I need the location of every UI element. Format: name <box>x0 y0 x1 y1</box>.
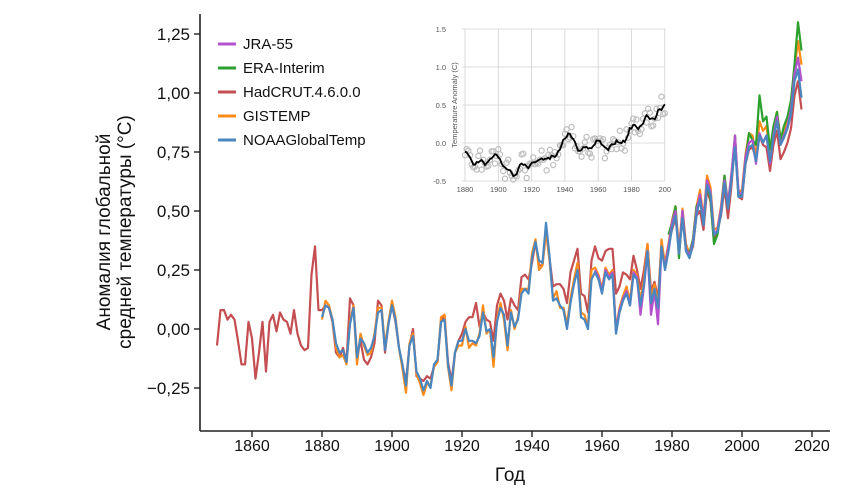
inset-point <box>646 109 654 116</box>
inset-point <box>633 116 640 123</box>
inset-y-tick-label: 0.5 <box>436 101 446 110</box>
inset-point <box>609 135 617 143</box>
inset-x-tick-label: 1980 <box>623 185 640 194</box>
series-line-noaaglobaltemp <box>320 68 803 392</box>
series-lines <box>215 21 803 397</box>
inset-chart: -0.5 0.0 0.5 1.0 1.5 1880 1900 1920 1940 1960 1980… <box>433 25 671 194</box>
y-ticks: −0,25 0,00 0,25 0,50 0,75 1,00 1,25 <box>147 25 200 398</box>
inset-point <box>658 93 665 100</box>
legend-label: NOAAGlobalTemp <box>243 132 366 149</box>
inset-point <box>520 150 527 157</box>
inset-point <box>543 167 550 174</box>
x-tick-label: 1980 <box>654 438 690 455</box>
x-tick-label: 1920 <box>444 438 480 455</box>
inset-point <box>478 166 485 173</box>
legend: JRA-55 ERA-Interim HadCRUT.4.6.0.0 GISTEMP N… <box>218 36 366 149</box>
inset-point <box>601 154 609 162</box>
inset-point <box>530 154 537 161</box>
inset-point <box>486 156 494 163</box>
inset-point <box>580 145 587 152</box>
x-tick-label: 1960 <box>584 438 620 455</box>
inset-point <box>501 175 509 182</box>
inset-point <box>568 123 575 131</box>
inset-x-tick-label: 1880 <box>457 185 474 194</box>
inset-point <box>578 153 585 160</box>
x-tick-label: 1880 <box>304 438 340 455</box>
y-tick-label: 0,50 <box>157 202 190 221</box>
inset-point <box>523 174 530 182</box>
inset-point <box>629 115 637 122</box>
inset-point <box>644 105 652 113</box>
inset-point <box>588 154 595 161</box>
inset-point <box>546 146 554 154</box>
legend-label: ERA-Interim <box>243 60 325 77</box>
legend-label: GISTEMP <box>243 108 311 125</box>
inset-point <box>599 135 607 143</box>
inset-point <box>621 147 629 154</box>
y-tick-label: 0,00 <box>157 320 190 339</box>
x-tick-label: 1900 <box>374 438 410 455</box>
inset-x-tick-label: 1900 <box>490 185 507 194</box>
inset-y-axis-title: Temperature Anomaly (C) <box>450 62 459 148</box>
inset-point <box>616 127 624 135</box>
y-axis-title-line-1: Аномалия глобальной <box>94 134 115 331</box>
inset-point <box>490 148 497 155</box>
legend-label: JRA-55 <box>243 36 293 53</box>
inset-y-tick-label: 1.0 <box>436 63 446 72</box>
inset-point <box>586 150 594 157</box>
legend-label: HadCRUT.4.6.0.0 <box>243 84 361 101</box>
inset-point <box>496 151 504 158</box>
x-tick-label: 2020 <box>794 438 830 455</box>
inset-point <box>538 147 545 154</box>
inset-point <box>583 133 590 141</box>
inset-point <box>485 162 492 169</box>
y-axis-title-line-2: средней температуры (°C) <box>115 115 136 349</box>
y-tick-label: 1,00 <box>157 84 190 103</box>
inset-smoothed-line <box>464 103 666 178</box>
inset-x-tick-label: 1920 <box>523 185 540 194</box>
inset-point <box>565 135 572 143</box>
inset-x-tick-label: 200 <box>659 185 672 194</box>
y-tick-label: 0,75 <box>157 143 190 162</box>
main-plot: −0,25 0,00 0,25 0,50 0,75 1,00 1,25 1860 1880 19… <box>94 14 830 486</box>
inset-point <box>563 126 570 133</box>
inset-y-tick-label: -0.5 <box>433 177 446 186</box>
x-tick-label: 2000 <box>724 438 760 455</box>
inset-point <box>661 110 669 117</box>
y-tick-label: −0,25 <box>147 379 190 398</box>
series-line-gistemp <box>320 39 803 397</box>
inset-point <box>475 152 482 160</box>
inset-x-tick-label: 1940 <box>557 185 574 194</box>
inset-x-tick-label: 1960 <box>590 185 607 194</box>
inset-point <box>500 167 507 175</box>
inset-point <box>491 160 499 167</box>
inset-point <box>476 147 484 154</box>
inset-point <box>505 156 512 163</box>
x-tick-label: 1940 <box>514 438 550 455</box>
inset-line <box>464 103 666 178</box>
y-tick-label: 1,25 <box>157 25 190 44</box>
inset-point <box>649 122 657 129</box>
y-tick-label: 0,25 <box>157 261 190 280</box>
inset-y-tick-label: 0.0 <box>436 139 446 148</box>
inset-y-tick-label: 1.5 <box>436 25 446 34</box>
inset-point <box>595 142 602 149</box>
x-axis-title: Год <box>495 465 525 486</box>
x-tick-label: 1860 <box>234 438 270 455</box>
x-ticks: 1860 1880 1900 1920 1940 1960 1980 2000 2020 <box>234 431 830 455</box>
inset-point <box>550 161 557 169</box>
inset-point <box>521 167 529 174</box>
inset-grid: -0.5 0.0 0.5 1.0 1.5 1880 1900 1920 1940 1960 1980… <box>433 25 671 194</box>
inset-point <box>581 139 589 146</box>
